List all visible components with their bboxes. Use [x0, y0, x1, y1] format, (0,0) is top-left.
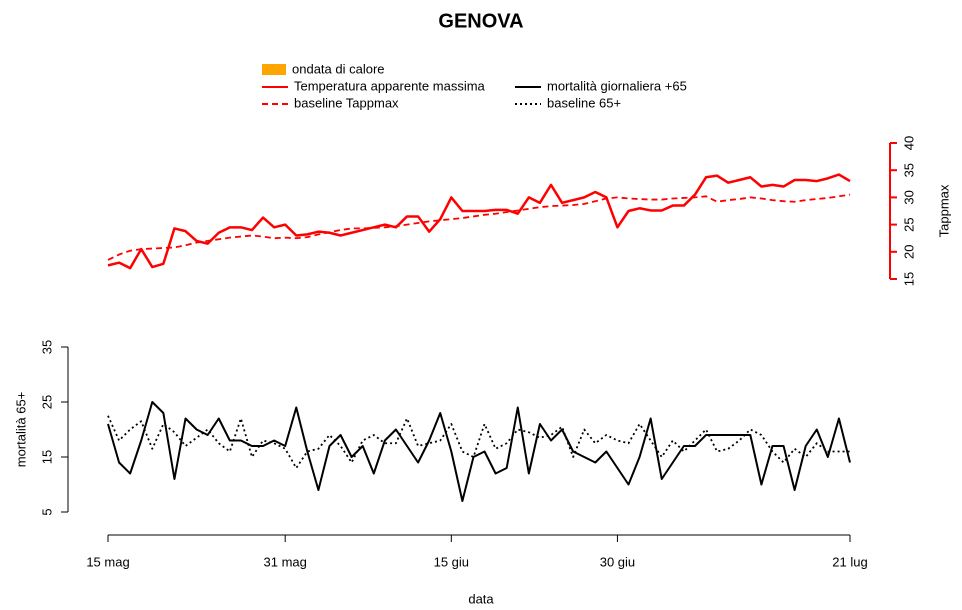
x-tick-label: 30 giu	[600, 554, 635, 569]
legend-label: baseline 65+	[547, 95, 621, 110]
y-axis-label: mortalità 65+	[13, 392, 28, 468]
x-tick-label: 15 mag	[86, 554, 129, 569]
y-tick-label: 20	[901, 245, 916, 259]
series-line	[107, 193, 851, 261]
y-tick-label: 5	[39, 508, 54, 515]
chart-title: GENOVA	[438, 10, 523, 32]
x-tick-label: 21 lug	[832, 554, 867, 569]
x-tick-label: 31 mag	[264, 554, 307, 569]
y-tick-label: 15	[39, 450, 54, 464]
y-axis-label: Tappmax	[936, 184, 951, 237]
x-axis-label: data	[468, 591, 494, 606]
series-line	[107, 401, 851, 502]
x-tick-label: 15 giu	[434, 554, 469, 569]
legend-label: mortalità giornaliera +65	[547, 78, 687, 93]
legend-swatch	[262, 64, 286, 75]
legend-label: Temperatura apparente massima	[294, 78, 486, 93]
legend-label: ondata di calore	[292, 61, 385, 76]
y-tick-label: 35	[39, 340, 54, 354]
y-tick-label: 30	[901, 190, 916, 204]
y-tick-label: 25	[901, 217, 916, 231]
y-tick-label: 25	[39, 395, 54, 409]
y-tick-label: 40	[901, 136, 916, 150]
y-tick-label: 35	[901, 163, 916, 177]
series-line	[107, 173, 851, 270]
y-tick-label: 15	[901, 272, 916, 286]
series-line	[107, 415, 850, 469]
legend-label: baseline Tappmax	[294, 95, 399, 110]
